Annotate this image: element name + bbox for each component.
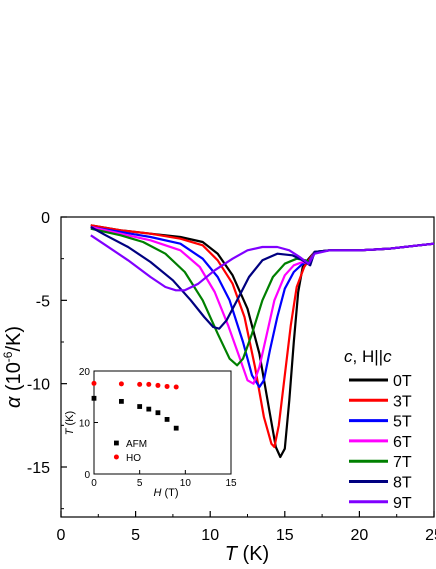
y-axis-label-unit-post: /K) [3,326,25,352]
inset-x-tick-label: 15 [225,478,237,489]
inset-point-HO [155,382,161,388]
inset-point-HO [146,381,152,387]
inset-y-tick-label: 20 [79,367,91,378]
y-axis-label: α (10-6/K) [1,326,25,408]
inset-y-axis-label-var: T [64,427,76,435]
legend-label-7T: 7T [393,454,412,471]
inset-legend-marker-HO [113,454,119,460]
inset-y-axis-label-unit: (K) [64,411,76,429]
x-axis-label-var: T [225,543,239,564]
inset-y-tick-label: 0 [84,470,90,481]
inset-point-AFM [173,425,179,431]
x-axis-label: T (K) [225,543,269,564]
x-tick-label: 5 [131,527,140,544]
inset-y-tick-label: 10 [79,419,91,430]
inset-legend-marker-AFM [114,440,119,446]
x-tick-label: 25 [425,527,436,544]
inset-point-HO [173,384,179,390]
legend-label-9T: 9T [393,495,412,512]
inset-y-axis-label: T (K) [64,411,76,435]
series-line-9T [90,234,435,292]
inset-point-AFM [164,417,170,422]
inset-point-AFM [155,410,161,416]
inset-legend: AFM HO [113,439,147,464]
inset-legend-label-HO: HO [126,453,141,464]
legend-title-var2: c [383,347,392,366]
x-axis-label-unit: (K) [237,543,269,564]
inset-point-AFM [119,398,124,404]
inset-x-axis-label-var: H [153,487,161,499]
y-tick-label: -5 [36,293,50,310]
main-axis-ticks: 0 5 10 15 20 25 0 -5 -10 -15 [27,210,436,544]
inset-point-AFM [137,404,143,409]
inset-point-AFM [146,406,152,412]
x-tick-label: 20 [351,527,369,544]
legend-title: c, H||c [344,347,392,366]
legend-title-rest: , H|| [353,347,384,366]
legend-label-3T: 3T [393,393,412,410]
x-tick-label: 15 [276,527,294,544]
main-series-lines [90,224,435,459]
legend-label-0T: 0T [393,373,412,390]
inset-x-axis-label-unit: (T) [161,487,178,499]
inset-x-axis-label: H (T) [153,487,178,499]
inset-x-tick-label: 5 [137,478,143,489]
inset-point-AFM [91,395,97,401]
inset-x-tick-label: 0 [91,478,97,489]
inset-point-HO [91,380,97,386]
legend-label-5T: 5T [393,414,412,431]
y-axis-label-unit-pre: (10 [3,362,25,396]
legend: 0T 3T 5T 6T 7T 8T 9T [349,373,412,512]
y-tick-label: -10 [27,377,50,394]
inset-point-HO [137,381,143,387]
legend-label-6T: 6T [393,434,412,451]
y-axis-label-exp: -6 [1,351,15,362]
legend-title-var: c [344,347,353,366]
inset-axis-ticks: 0 5 10 15 0 10 20 [79,367,237,489]
inset-point-HO [164,383,170,389]
inset-legend-label-AFM: AFM [126,439,147,450]
inset-point-HO [118,381,124,387]
y-tick-label: 0 [41,210,50,227]
x-tick-label: 0 [57,527,66,544]
y-tick-label: -15 [27,460,50,477]
legend-label-8T: 8T [393,475,412,492]
inset-points [91,380,179,431]
x-tick-label: 10 [201,527,219,544]
inset-x-tick-label: 10 [180,478,192,489]
y-axis-label-var: α [3,396,25,408]
